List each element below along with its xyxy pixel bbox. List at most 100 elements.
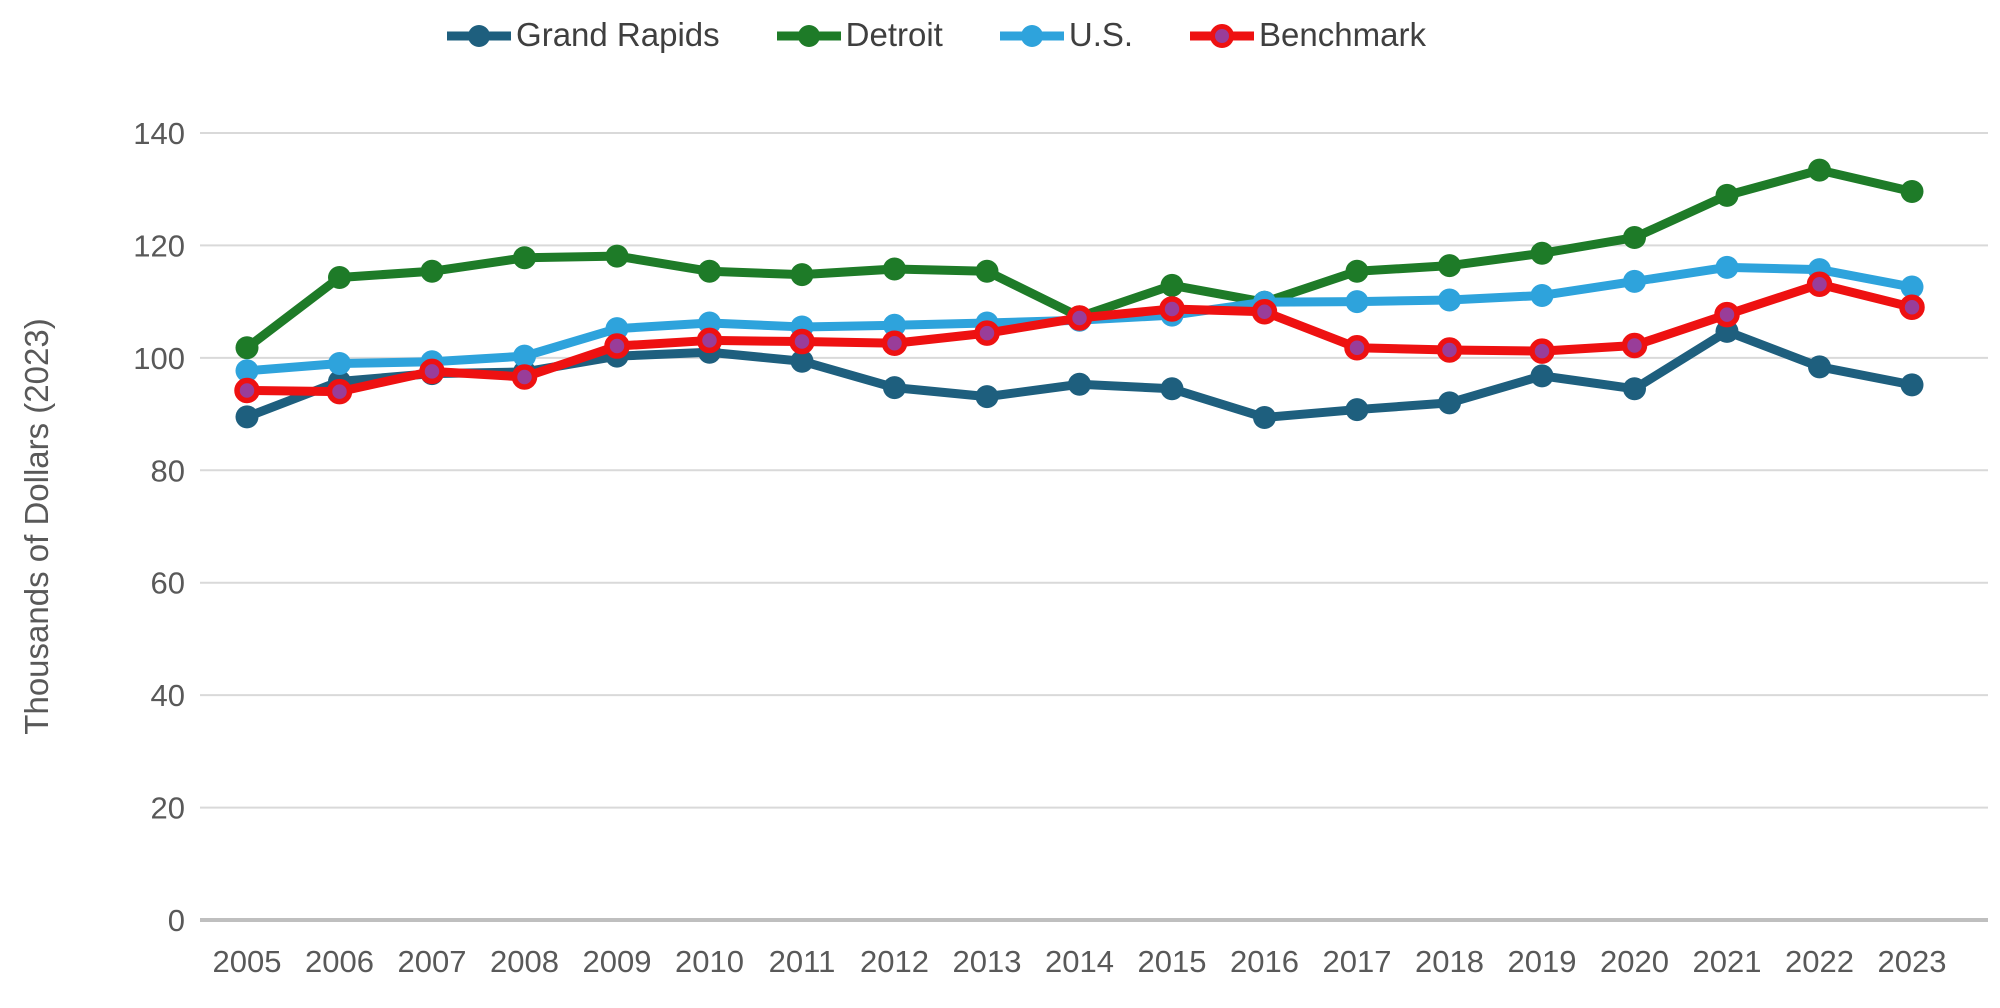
data-point-detroit bbox=[1530, 241, 1554, 265]
legend-label-us: U.S. bbox=[1068, 16, 1134, 53]
data-point-benchmark bbox=[1344, 334, 1370, 361]
legend-label-grand-rapids: Grand Rapids bbox=[516, 16, 720, 53]
y-tick-label: 40 bbox=[151, 678, 185, 713]
chart-legend: Grand Rapids Detroit U.S. Benchmark bbox=[0, 16, 2000, 54]
y-tick-label: 20 bbox=[151, 791, 185, 826]
data-point-grand-rapids bbox=[1623, 377, 1646, 401]
data-point-detroit bbox=[420, 259, 444, 283]
data-point-benchmark bbox=[1436, 337, 1463, 363]
data-point-grand-rapids bbox=[1530, 364, 1554, 388]
legend-label-benchmark: Benchmark bbox=[1259, 16, 1426, 53]
legend-item-detroit: Detroit bbox=[774, 16, 943, 54]
x-tick-label: 2021 bbox=[1693, 944, 1762, 979]
legend-item-us: U.S. bbox=[997, 16, 1133, 54]
x-tick-label: 2010 bbox=[675, 944, 744, 979]
x-tick-label: 2022 bbox=[1785, 944, 1854, 979]
x-tick-label: 2013 bbox=[953, 944, 1022, 979]
data-point-detroit bbox=[513, 246, 536, 270]
x-tick-label: 2019 bbox=[1508, 944, 1577, 979]
data-point-benchmark bbox=[1251, 299, 1278, 325]
x-tick-label: 2014 bbox=[1045, 944, 1114, 979]
data-point-detroit bbox=[698, 259, 721, 283]
y-axis-title: Thousands of Dollars (2023) bbox=[18, 318, 55, 734]
data-point-u-s bbox=[1438, 288, 1461, 312]
legend-dot bbox=[1210, 24, 1235, 48]
x-tick-label: 2011 bbox=[769, 944, 836, 979]
data-point-u-s bbox=[698, 311, 721, 335]
data-point-benchmark bbox=[881, 330, 908, 356]
y-tick-label: 120 bbox=[133, 228, 185, 263]
x-tick-label: 2018 bbox=[1415, 944, 1484, 979]
data-point-benchmark bbox=[234, 377, 260, 404]
data-point-detroit bbox=[1900, 179, 1924, 203]
legend-dot bbox=[1020, 25, 1043, 47]
data-point-detroit bbox=[975, 259, 999, 283]
y-tick-label: 60 bbox=[151, 566, 185, 601]
data-point-grand-rapids bbox=[1808, 355, 1831, 379]
legend-marker-detroit-icon bbox=[776, 25, 841, 47]
data-point-detroit bbox=[883, 257, 906, 281]
data-point-u-s bbox=[1623, 269, 1646, 293]
data-point-grand-rapids bbox=[1438, 391, 1461, 415]
x-tick-label: 2017 bbox=[1323, 944, 1392, 979]
data-point-benchmark bbox=[696, 327, 723, 354]
legend-marker-benchmark-icon bbox=[1190, 24, 1255, 48]
data-point-benchmark bbox=[1806, 271, 1833, 297]
data-point-u-s bbox=[328, 351, 351, 375]
y-tick-label: 80 bbox=[151, 453, 185, 488]
data-point-u-s bbox=[1345, 290, 1369, 314]
data-point-u-s bbox=[1900, 275, 1924, 299]
data-point-u-s bbox=[1530, 283, 1554, 307]
x-tick-label: 2008 bbox=[490, 944, 559, 979]
data-point-u-s bbox=[235, 359, 259, 383]
data-point-benchmark bbox=[789, 328, 815, 355]
legend-dot bbox=[797, 25, 820, 47]
data-point-grand-rapids bbox=[1345, 398, 1369, 422]
legend-marker-grand-rapids-icon bbox=[447, 25, 512, 47]
data-point-benchmark bbox=[1714, 301, 1740, 328]
data-point-grand-rapids bbox=[1160, 377, 1184, 401]
data-point-benchmark bbox=[1621, 332, 1648, 359]
x-tick-label: 2023 bbox=[1878, 944, 1947, 979]
data-point-detroit bbox=[328, 265, 351, 289]
data-point-benchmark bbox=[604, 333, 630, 359]
data-point-grand-rapids bbox=[1900, 373, 1924, 397]
x-tick-label: 2005 bbox=[213, 944, 282, 979]
data-point-benchmark bbox=[1529, 338, 1555, 364]
data-point-grand-rapids bbox=[1253, 405, 1276, 429]
data-point-detroit bbox=[1808, 158, 1831, 182]
data-point-benchmark bbox=[419, 358, 445, 385]
data-point-grand-rapids bbox=[883, 376, 906, 400]
y-tick-label: 100 bbox=[133, 341, 185, 376]
data-point-u-s bbox=[605, 317, 629, 341]
x-tick-label: 2012 bbox=[860, 944, 929, 979]
legend-item-grand-rapids: Grand Rapids bbox=[444, 16, 720, 54]
data-point-benchmark bbox=[326, 378, 353, 405]
x-tick-label: 2015 bbox=[1138, 944, 1207, 979]
data-point-u-s bbox=[1715, 255, 1739, 279]
data-point-grand-rapids bbox=[1068, 372, 1091, 396]
data-point-detroit bbox=[790, 263, 814, 287]
data-point-grand-rapids bbox=[235, 405, 259, 429]
data-point-benchmark bbox=[511, 364, 538, 390]
data-point-detroit bbox=[1715, 183, 1739, 207]
x-tick-label: 2006 bbox=[305, 944, 374, 979]
legend-item-benchmark: Benchmark bbox=[1187, 16, 1426, 54]
data-point-detroit bbox=[1345, 259, 1369, 283]
data-point-detroit bbox=[1160, 273, 1184, 297]
data-point-detroit bbox=[1438, 254, 1461, 278]
x-tick-label: 2020 bbox=[1600, 944, 1669, 979]
data-point-benchmark bbox=[974, 320, 1000, 346]
data-point-grand-rapids bbox=[790, 349, 814, 373]
legend-marker-us-icon bbox=[999, 25, 1064, 47]
data-point-benchmark bbox=[1899, 294, 1925, 321]
data-point-u-s bbox=[883, 313, 906, 337]
x-tick-label: 2016 bbox=[1230, 944, 1299, 979]
x-tick-label: 2007 bbox=[398, 944, 467, 979]
data-point-detroit bbox=[235, 336, 259, 360]
x-tick-label: 2009 bbox=[583, 944, 652, 979]
data-point-benchmark bbox=[1159, 296, 1185, 322]
legend-dot bbox=[468, 25, 491, 47]
